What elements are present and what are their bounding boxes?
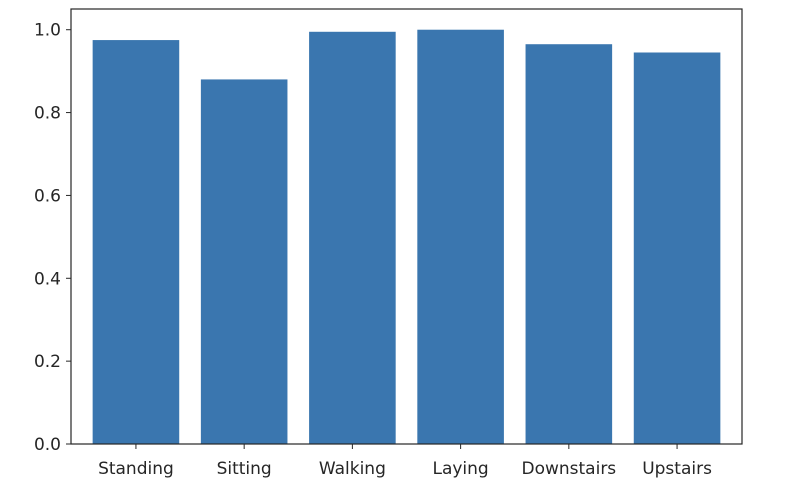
bar-laying [417,29,504,444]
plot-frame [70,8,743,445]
x-tick-label: Walking [319,459,386,479]
bar-downstairs [525,44,613,444]
y-tick-label: 0.2 [34,352,61,372]
bars-layer [92,29,721,445]
bar-standing [92,40,180,444]
y-tick-label: 0.6 [34,186,61,206]
y-tick-label: 0.4 [34,269,61,289]
bar-sitting [200,79,288,444]
y-tick-label: 1.0 [34,21,61,41]
x-tick-label: Sitting [217,459,272,479]
x-tick-label: Upstairs [642,459,712,479]
y-tick-label: 0.0 [34,435,61,455]
y-tick-label: 0.8 [34,104,61,124]
y-axis: 0.0 0.2 0.4 0.6 0.8 1.0 [34,21,71,455]
x-axis: Standing Sitting Walking Laying Downstairs Up… [98,444,712,479]
x-tick-label: Standing [98,459,174,479]
x-tick-label: Laying [432,459,488,479]
bar-upstairs [633,52,721,444]
x-tick-label: Downstairs [521,459,616,479]
bar-walking [309,31,396,445]
